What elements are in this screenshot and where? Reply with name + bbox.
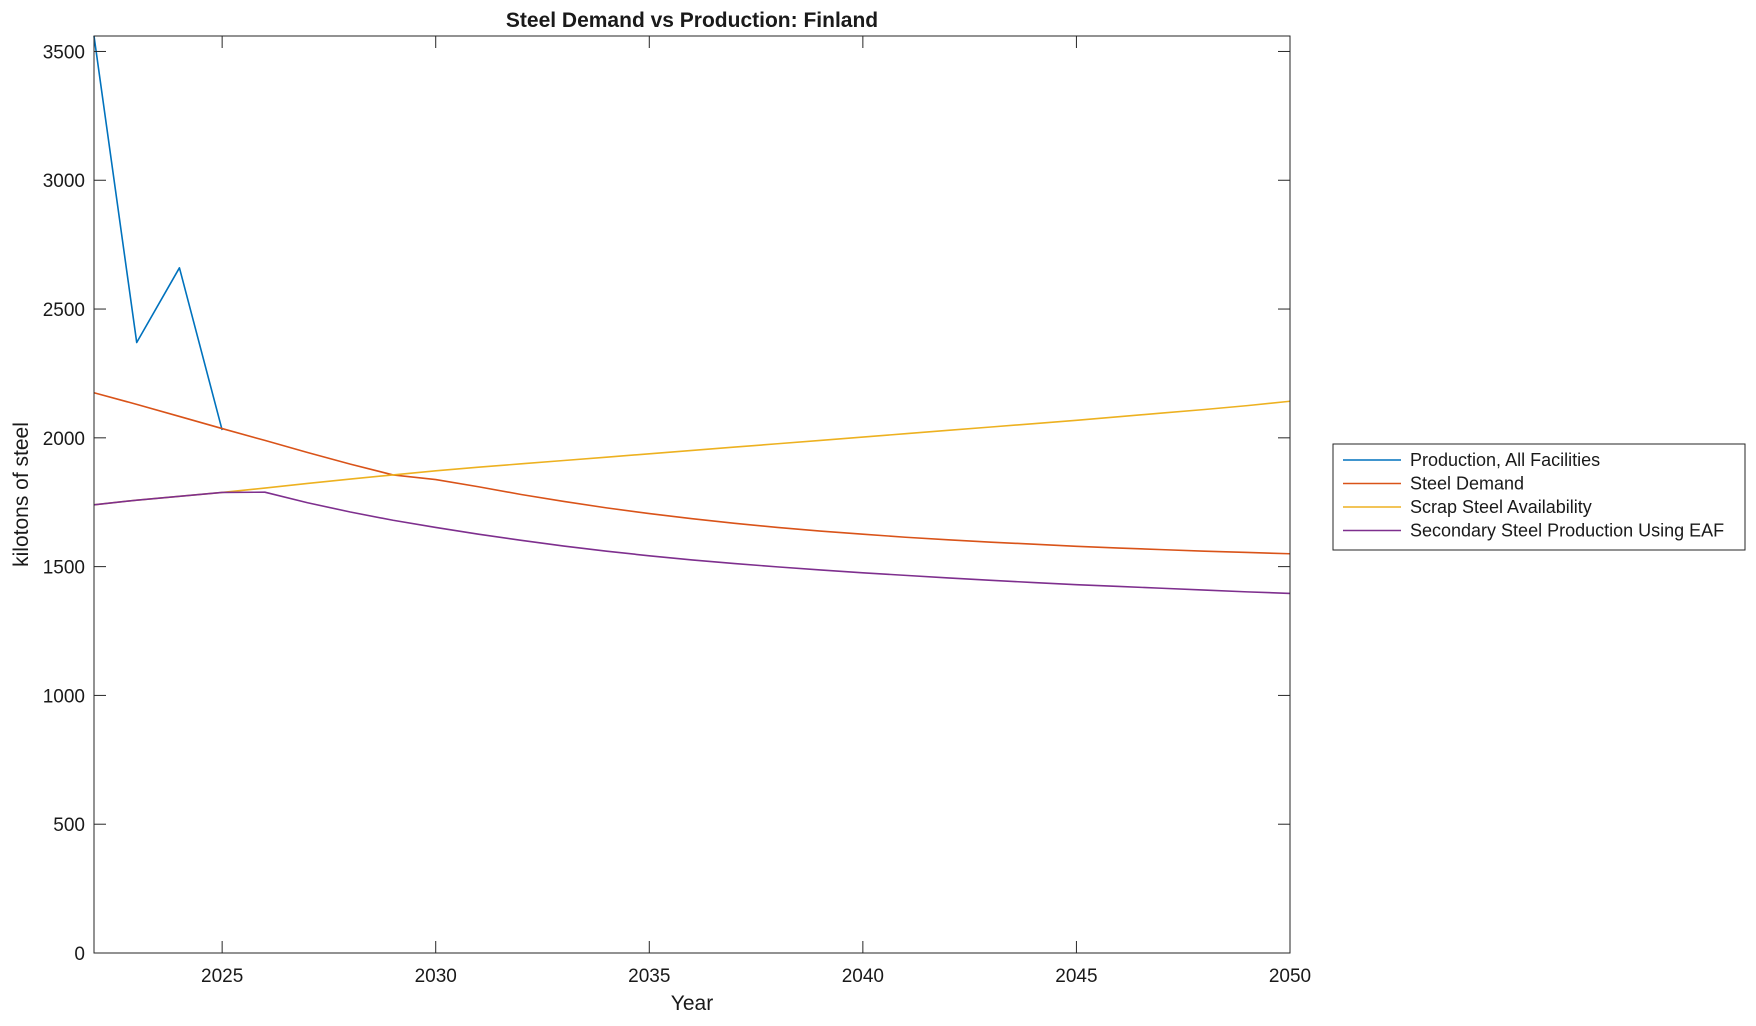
- x-tick-label: 2035: [628, 966, 670, 987]
- x-tick-label: 2050: [1269, 966, 1311, 987]
- x-tick-label: 2040: [842, 966, 884, 987]
- chart-title: Steel Demand vs Production: Finland: [506, 9, 878, 32]
- y-tick-label: 0: [74, 944, 85, 965]
- series-line-secondary-steel-production-using-eaf: [93, 491, 1291, 595]
- y-axis-label: kilotons of steel: [10, 422, 33, 567]
- x-tick-label: 2045: [1055, 966, 1097, 987]
- series-line-scrap-steel-availability: [93, 400, 1291, 506]
- y-tick-label: 2500: [43, 300, 85, 321]
- x-axis-label: Year: [671, 992, 713, 1015]
- y-tick-label: 3000: [43, 171, 85, 192]
- series-layer: [93, 35, 1291, 595]
- legend: Production, All Facilities Steel Demand Sc…: [1332, 443, 1746, 551]
- y-tick-label: 1000: [43, 686, 85, 707]
- axes-layer: 2025 2030 2035 2040 2045 2050 0 500 1000 1500 2000…: [43, 35, 1311, 987]
- x-tick-label: 2025: [201, 966, 243, 987]
- legend-label-production-all-facilities: Production, All Facilities: [1410, 450, 1600, 470]
- legend-label-secondary-steel-production-using-eaf: Secondary Steel Production Using EAF: [1410, 521, 1724, 541]
- legend-label-scrap-steel-availability: Scrap Steel Availability: [1410, 497, 1592, 517]
- y-tick-label: 3500: [43, 42, 85, 63]
- x-tick-label: 2030: [415, 966, 457, 987]
- y-tick-label: 1500: [43, 558, 85, 579]
- plot-background: [94, 36, 1290, 953]
- series-line-production-all-facilities: [93, 35, 223, 431]
- series-line-steel-demand: [93, 391, 1291, 555]
- legend-label-steel-demand: Steel Demand: [1410, 474, 1524, 494]
- plot-area: [94, 36, 1290, 953]
- legend-box: [1332, 443, 1746, 551]
- y-tick-label: 500: [53, 815, 85, 836]
- y-tick-label: 2000: [43, 429, 85, 450]
- plot-frame: [93, 35, 1291, 954]
